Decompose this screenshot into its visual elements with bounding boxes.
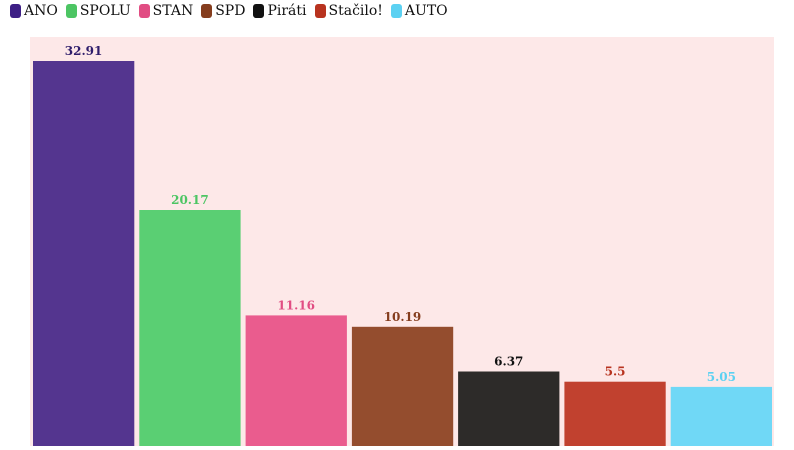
bar-value-label: 6.37 [494, 355, 523, 369]
legend-item-spd[interactable]: SPD [201, 3, 245, 19]
legend-item-spolu[interactable]: SPOLU [65, 3, 131, 19]
legend-swatch [314, 4, 326, 18]
value-labels-layer: 32.91 20.17 11.16 10.19 6.37 5.5 5.05 [65, 44, 736, 384]
bar-value-label: 20.17 [171, 193, 209, 207]
bar-spolu[interactable] [139, 210, 241, 446]
bar-sta-ilo[interactable] [564, 381, 666, 446]
bar-ano[interactable] [33, 61, 135, 446]
bar-value-label: 5.05 [707, 370, 736, 384]
legend-item-pirati[interactable]: Piráti [253, 3, 307, 19]
bar-value-label: 32.91 [65, 44, 103, 58]
legend-swatch [201, 4, 213, 18]
bars-layer [33, 61, 772, 446]
legend-label: Piráti [267, 3, 307, 19]
legend-label: ANO [24, 3, 58, 19]
legend-label: STAN [152, 3, 194, 19]
bar-value-label: 11.16 [277, 298, 315, 312]
bar-stan[interactable] [245, 315, 347, 446]
bar-value-label: 10.19 [384, 310, 422, 324]
bar-spd[interactable] [351, 326, 454, 446]
legend-label: Stačilo! [328, 3, 383, 19]
legend-item-stacilo[interactable]: Stačilo! [314, 3, 383, 19]
legend: ANO SPOLU STAN SPD Piráti Stačilo! AUTO [10, 0, 456, 22]
legend-swatch [138, 4, 150, 18]
bar-pir-ti[interactable] [458, 371, 560, 447]
bar-auto[interactable] [670, 386, 772, 446]
legend-label: SPOLU [79, 3, 131, 19]
legend-swatch [65, 4, 77, 18]
legend-label: SPD [215, 3, 246, 19]
legend-item-auto[interactable]: AUTO [390, 3, 448, 19]
legend-item-stan[interactable]: STAN [138, 3, 194, 19]
legend-swatch [390, 4, 402, 18]
legend-label: AUTO [404, 3, 448, 19]
bar-value-label: 5.5 [605, 365, 626, 379]
legend-swatch [10, 4, 21, 18]
legend-swatch [253, 4, 265, 18]
legend-item-ano[interactable]: ANO [10, 3, 58, 19]
